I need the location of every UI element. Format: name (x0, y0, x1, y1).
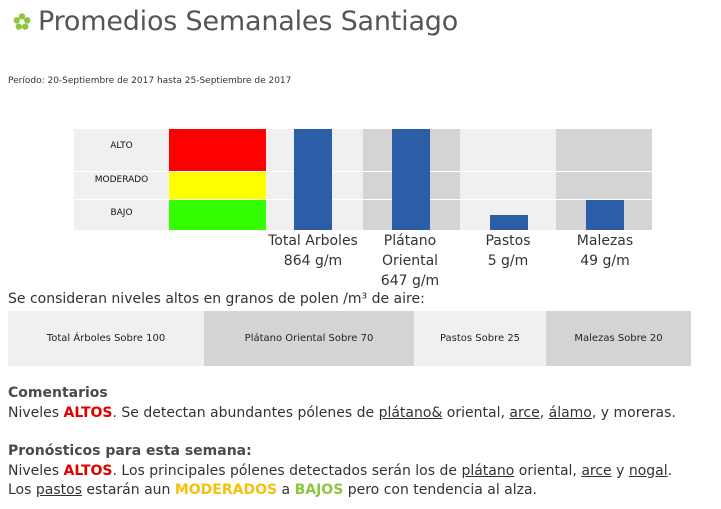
link-arce[interactable]: arce (509, 404, 540, 421)
period-text: Período: 20-Septiembre de 2017 hasta 25-… (8, 76, 292, 86)
comments-section: Comentarios Niveles ALTOS. Se detectan a… (8, 384, 676, 423)
page-header: Promedios Semanales Santiago (12, 6, 458, 37)
comments-text: Niveles ALTOS. Se detectan abundantes pó… (8, 404, 676, 421)
category-pastos: Pastos 5 g/m (453, 231, 563, 271)
forecast-heading: Pronósticos para esta semana: (8, 443, 252, 459)
link-pastos[interactable]: pastos (35, 482, 82, 498)
level-label-moderado: MODERADO (94, 175, 149, 185)
category-malezas: Malezas 49 g/m (550, 231, 660, 271)
bar-total-arboles (294, 129, 332, 230)
threshold-platano: Plátano Oriental Sobre 70 (204, 311, 414, 366)
scale-moderate (169, 172, 266, 199)
link-platano[interactable]: plátano& (378, 404, 443, 421)
link-nogal[interactable]: nogal (628, 462, 668, 479)
threshold-malezas: Malezas Sobre 20 (546, 311, 691, 366)
gridline (74, 199, 652, 200)
link-alamo[interactable]: álamo (548, 404, 592, 421)
bar-platano-oriental (392, 129, 430, 230)
scale-low (169, 200, 266, 230)
category-value: 864 g/m (283, 253, 343, 269)
link-arce[interactable]: arce (581, 462, 612, 479)
threshold-table: Total Árboles Sobre 100 Plátano Oriental… (8, 311, 691, 366)
level-badge-high: ALTOS (63, 462, 113, 479)
category-platano-oriental: Plátano Oriental 647 g/m (355, 231, 465, 291)
flower-icon (13, 12, 31, 30)
bar-pastos (490, 215, 528, 230)
category-value: 49 g/m (580, 253, 630, 269)
level-label-alto: ALTO (110, 141, 133, 151)
page-title: Promedios Semanales Santiago (38, 6, 459, 37)
comments-heading: Comentarios (8, 385, 108, 401)
category-value: 5 g/m (487, 253, 529, 269)
threshold-pastos: Pastos Sobre 25 (414, 311, 546, 366)
level-badge-moderate: MODERADOS (174, 482, 278, 498)
threshold-total-arboles: Total Árboles Sobre 100 (8, 311, 204, 366)
forecast-section: Pronósticos para esta semana: Niveles AL… (8, 442, 672, 501)
forecast-text-2: Los pastos estarán aun MODERADOS a BAJOS… (8, 482, 538, 498)
forecast-text: Niveles ALTOS. Los principales pólenes d… (8, 462, 673, 479)
level-badge-high: ALTOS (63, 404, 113, 421)
gridline (74, 171, 652, 172)
category-name: Malezas (576, 233, 634, 249)
category-name: Pastos (485, 233, 531, 249)
link-platano[interactable]: plátano (461, 462, 515, 479)
bar-malezas (586, 200, 624, 230)
category-total-arboles: Total Arboles 864 g/m (258, 231, 368, 271)
scale-high (169, 129, 266, 171)
threshold-note: Se consideran niveles altos en granos de… (8, 291, 425, 307)
pollen-chart: ALTO MODERADO BAJO (74, 129, 652, 230)
level-badge-low: BAJOS (294, 482, 344, 498)
category-name: Total Arboles (268, 233, 358, 249)
category-name: Plátano Oriental (381, 233, 439, 269)
category-value: 647 g/m (380, 273, 440, 289)
level-label-bajo: BAJO (110, 208, 133, 218)
